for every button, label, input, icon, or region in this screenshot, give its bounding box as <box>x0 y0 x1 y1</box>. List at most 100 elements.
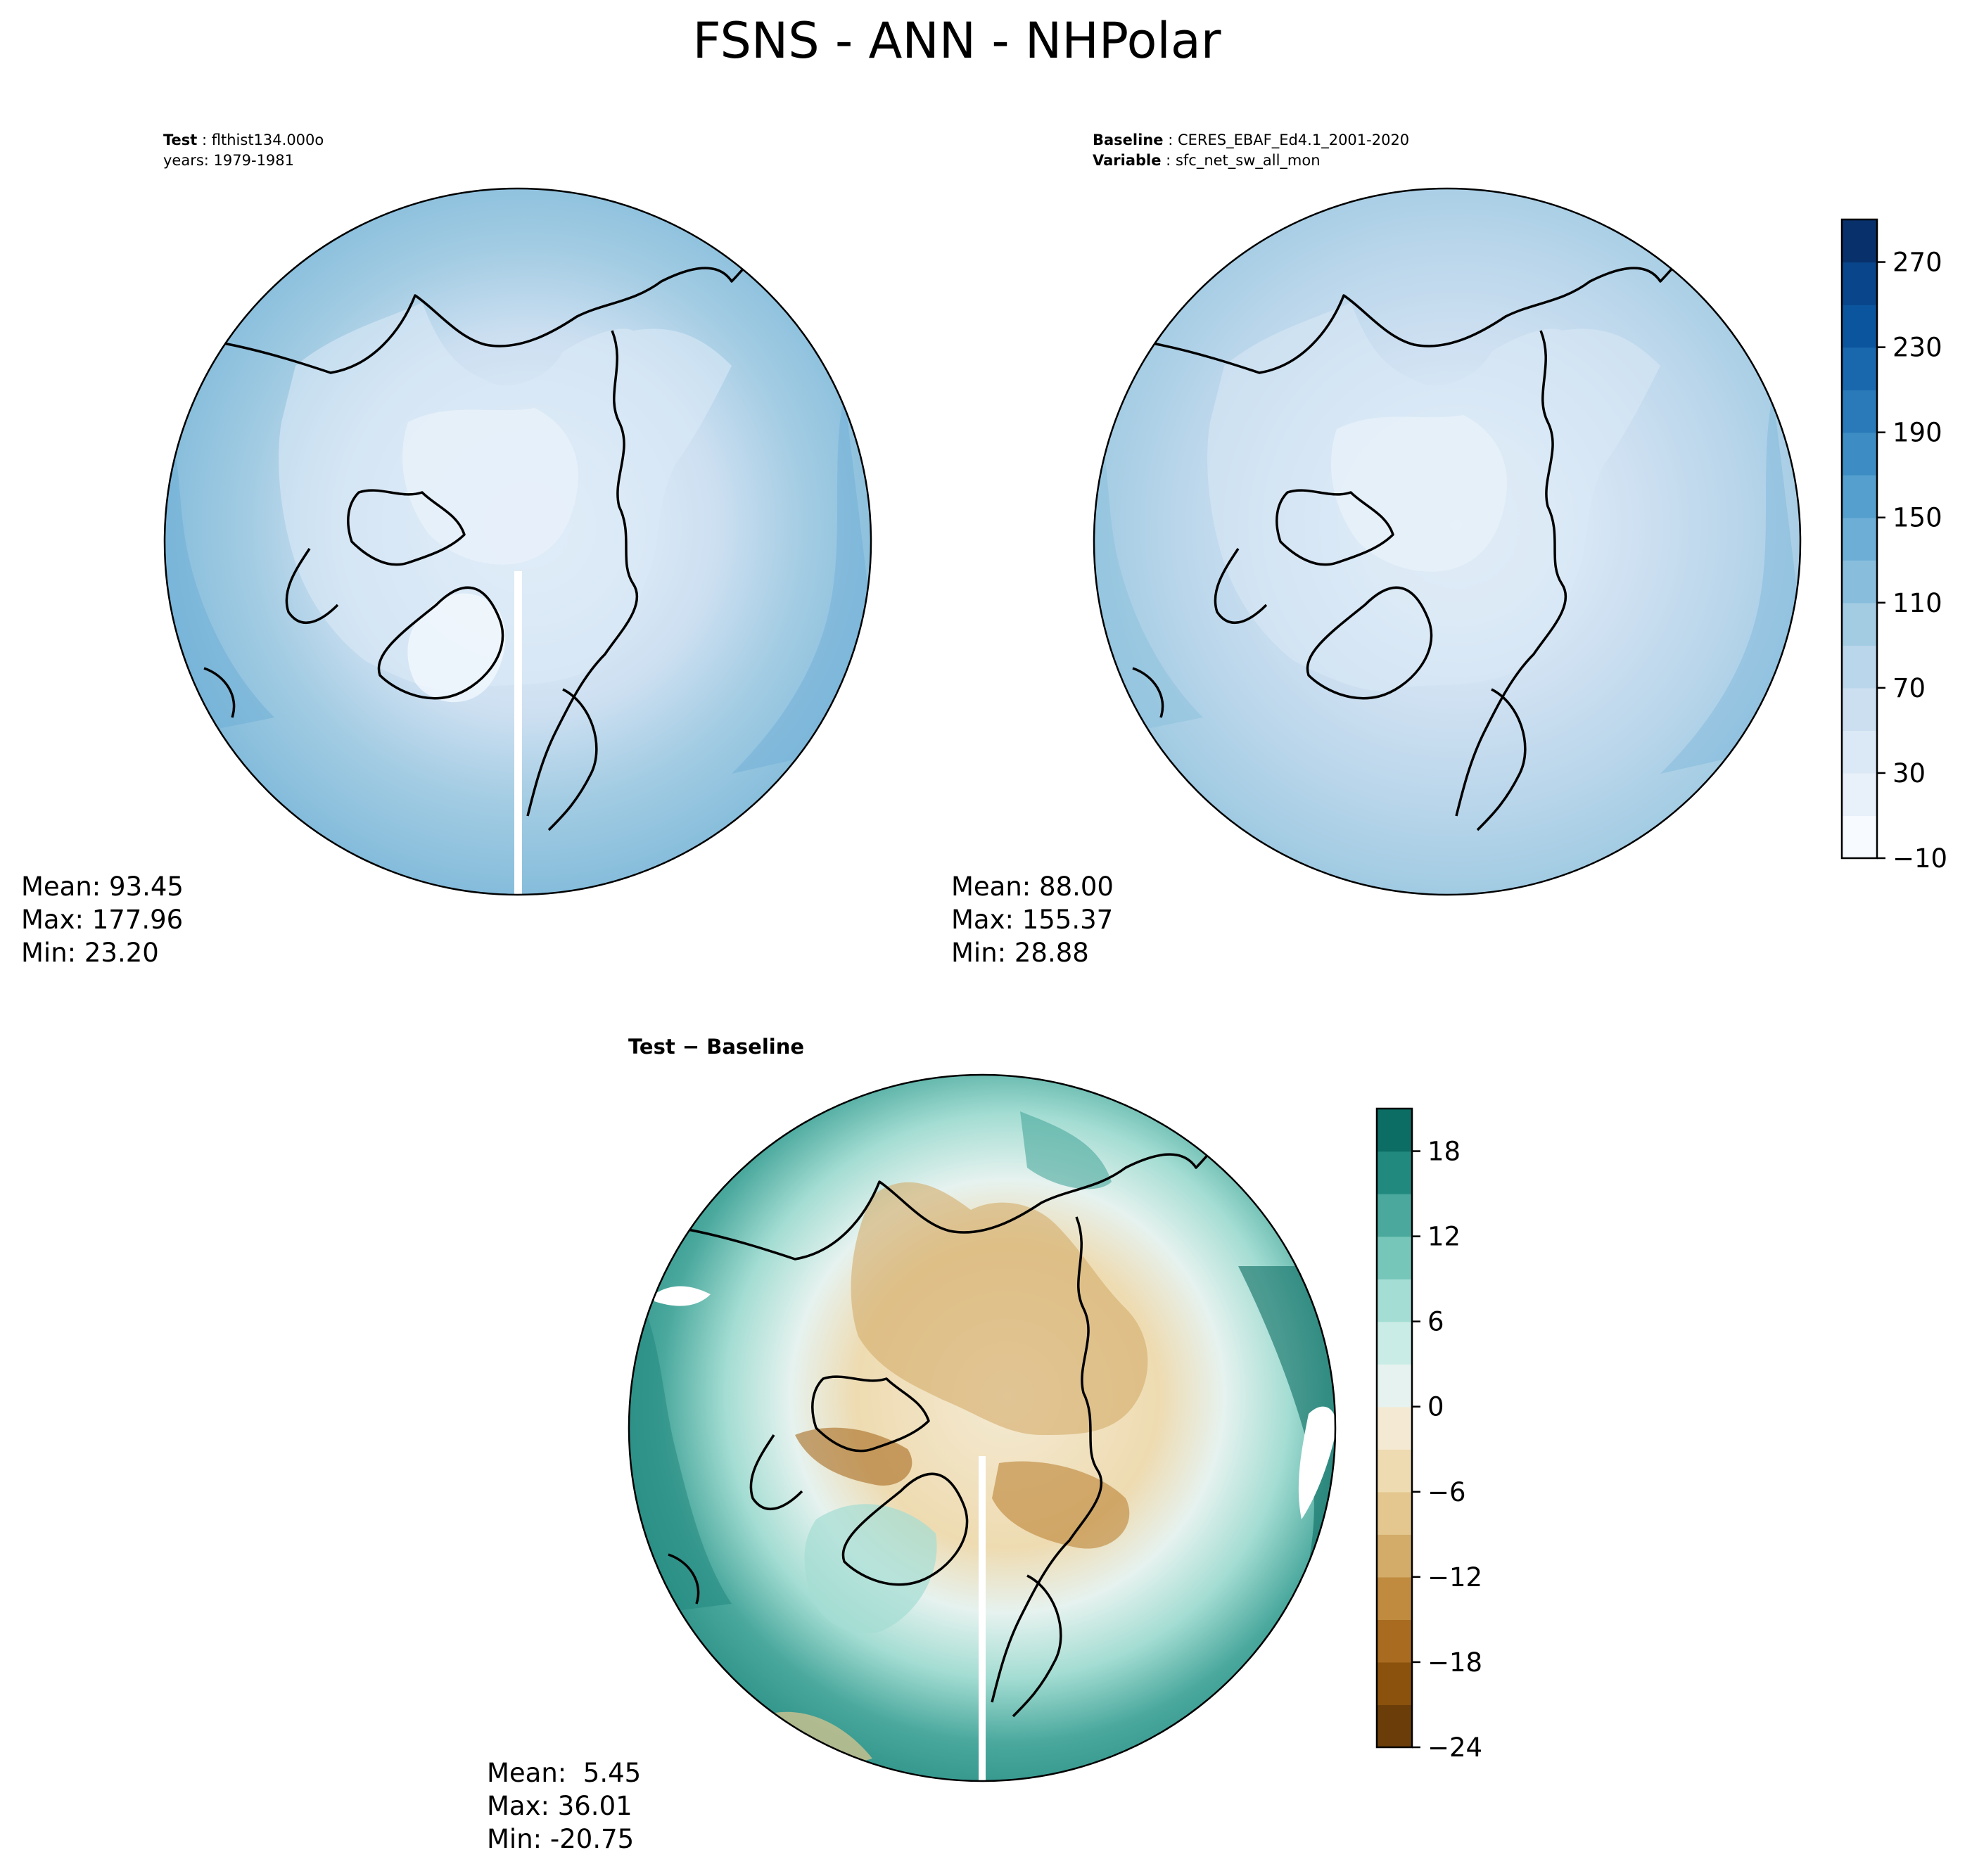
main-colorbar-tick-label: 270 <box>1893 248 1942 278</box>
difference-colorbar-tick-label: −24 <box>1427 1733 1482 1763</box>
difference-colorbar-segment <box>1377 1151 1412 1194</box>
test-header-line1: Test : flthist134.000o <box>163 132 324 148</box>
baseline-region-edge-west <box>1094 394 1203 739</box>
main-colorbar-tick-label: 150 <box>1893 503 1942 533</box>
main-colorbar-tick-label: 190 <box>1893 418 1942 448</box>
difference-region-negative-archipelago <box>795 1427 912 1486</box>
difference-colorbar-segment <box>1377 1661 1412 1706</box>
test-header-label: Test <box>163 132 197 148</box>
difference-region-negative-center <box>851 1182 1148 1435</box>
difference-missing-patch-east <box>1298 1406 1335 1519</box>
main-colorbar-tick-label: −10 <box>1893 843 1947 874</box>
difference-field <box>629 1075 1335 1781</box>
difference-colorbar-segment <box>1377 1534 1412 1578</box>
difference-colorbar-segment <box>1377 1236 1412 1280</box>
main-colorbar-frame <box>1840 218 1878 860</box>
difference-colorbar-segment <box>1377 1364 1412 1408</box>
main-colorbar-segment <box>1842 475 1877 518</box>
main-colorbar-tick-label: 230 <box>1893 333 1942 363</box>
difference-colorbar-segment <box>1377 1109 1412 1152</box>
difference-map <box>629 1075 1335 1781</box>
test-stat-mean: Mean: 93.45 <box>21 872 184 902</box>
baseline-header-line2: Variable : sfc_net_sw_all_mon <box>1093 152 1321 170</box>
difference-colorbar-tick-label: 12 <box>1427 1222 1461 1252</box>
baseline-map-border <box>1093 187 1802 896</box>
difference-colorbar-tick-label: −18 <box>1427 1647 1482 1678</box>
baseline-region-center <box>1330 415 1507 572</box>
difference-colorbar-segment <box>1377 1576 1412 1620</box>
difference-stat-min: Min: -20.75 <box>487 1824 634 1854</box>
main-colorbar-segment <box>1842 645 1877 689</box>
main-colorbar-segment <box>1842 517 1877 561</box>
difference-colorbar-tick-label: −6 <box>1427 1477 1466 1507</box>
test-stat-max: Max: 177.96 <box>21 905 183 935</box>
baseline-variable-value: sfc_net_sw_all_mon <box>1176 152 1321 170</box>
difference-stat-mean: Mean: 5.45 <box>487 1758 641 1788</box>
main-colorbar-segment <box>1842 262 1877 305</box>
test-stat-min: Min: 23.20 <box>21 938 159 968</box>
difference-colorbar-segment <box>1377 1194 1412 1237</box>
main-colorbar: −10 30 70 110 150 190 230 270 <box>1840 218 1947 874</box>
difference-colorbar-segment <box>1377 1491 1412 1535</box>
test-missing-strip <box>514 571 522 895</box>
difference-missing-patch-west <box>654 1286 711 1306</box>
difference-colorbar-segment <box>1377 1704 1412 1748</box>
test-header-separator: : <box>202 132 212 148</box>
difference-panel: Test − Baseline Me <box>487 1035 1482 1854</box>
test-panel: Test : flthist134.000o years: 1979-1981 <box>21 132 872 968</box>
main-colorbar-segment <box>1842 390 1877 433</box>
main-colorbar-segment <box>1842 432 1877 476</box>
test-region-edge-west <box>165 394 274 739</box>
main-colorbar-tick-label: 110 <box>1893 588 1942 618</box>
main-colorbar-segment <box>1842 687 1877 731</box>
baseline-header-line1: Baseline : CERES_EBAF_Ed4.1_2001-2020 <box>1093 132 1409 149</box>
baseline-variable-separator: : <box>1166 152 1176 169</box>
main-colorbar-segment <box>1842 815 1877 859</box>
main-colorbar-tick-label: 70 <box>1893 673 1926 703</box>
difference-region-positive-north <box>1020 1111 1112 1189</box>
baseline-header-label: Baseline <box>1093 132 1164 148</box>
baseline-stat-mean: Mean: 88.00 <box>951 872 1114 902</box>
main-colorbar-segment <box>1842 347 1877 390</box>
difference-title: Test − Baseline <box>628 1035 804 1059</box>
test-coastlines <box>203 260 761 831</box>
test-header-line2: years: 1979-1981 <box>163 152 294 169</box>
baseline-coastlines <box>1132 260 1690 831</box>
difference-colorbar: −24 −18 −12 −6 0 6 12 18 <box>1375 1107 1482 1763</box>
test-header-value: flthist134.000o <box>212 132 324 148</box>
difference-colorbar-segment <box>1377 1619 1412 1663</box>
difference-region-positive-greenland <box>804 1504 937 1633</box>
difference-colorbar-tick-label: 0 <box>1427 1392 1444 1422</box>
difference-map-border <box>628 1073 1337 1782</box>
main-colorbar-segment <box>1842 772 1877 817</box>
main-colorbar-segment <box>1842 219 1877 263</box>
difference-coastlines <box>668 1147 1226 1718</box>
test-map-border <box>163 187 872 896</box>
difference-colorbar-tick-label: 18 <box>1427 1137 1461 1167</box>
difference-colorbar-tick-label: 6 <box>1427 1307 1444 1337</box>
test-map <box>165 189 871 895</box>
difference-colorbar-segment <box>1377 1279 1412 1322</box>
difference-colorbar-tick-label: −12 <box>1427 1562 1482 1593</box>
baseline-panel: Baseline : CERES_EBAF_Ed4.1_2001-2020 Va… <box>951 132 1947 968</box>
main-colorbar-tick-label: 30 <box>1893 758 1926 789</box>
figure-title: FSNS - ANN - NHPolar <box>692 12 1221 70</box>
difference-stat-max: Max: 36.01 <box>487 1791 632 1821</box>
difference-colorbar-segment <box>1377 1449 1412 1493</box>
test-region-center <box>402 408 578 565</box>
difference-colorbar-segment <box>1377 1321 1412 1365</box>
baseline-stat-max: Max: 155.37 <box>951 905 1113 935</box>
difference-colorbar-frame <box>1375 1107 1413 1749</box>
baseline-map <box>1094 189 1800 895</box>
baseline-header-value: CERES_EBAF_Ed4.1_2001-2020 <box>1178 132 1409 149</box>
main-colorbar-segment <box>1842 305 1877 348</box>
baseline-header-separator: : <box>1168 132 1178 148</box>
main-colorbar-segment <box>1842 602 1877 646</box>
difference-missing-strip <box>979 1456 986 1781</box>
difference-colorbar-segment <box>1377 1406 1412 1450</box>
difference-region-negative-siberia <box>992 1461 1130 1549</box>
test-region-greenland <box>407 593 506 703</box>
main-colorbar-segment <box>1842 560 1877 604</box>
main-colorbar-segment <box>1842 730 1877 774</box>
